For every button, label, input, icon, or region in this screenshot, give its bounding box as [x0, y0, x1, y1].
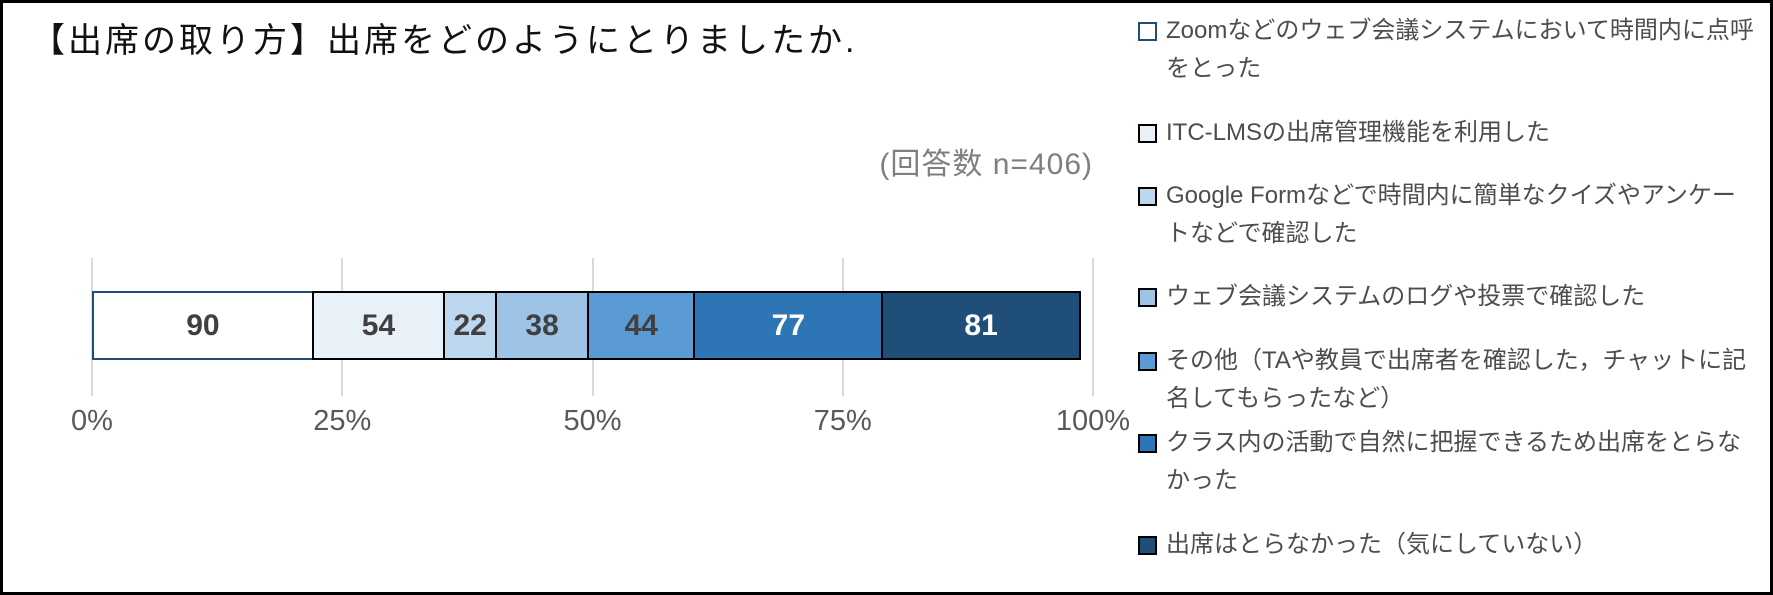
x-tick-label-0%: 0% [71, 405, 113, 437]
legend-entry-label: その他（TAや教員で出席者を確認した，チャットに記名してもらったなど） [1166, 346, 1747, 412]
legend-swatch-icon [1138, 123, 1157, 143]
legend-row: Google Formなどで時間内に簡単なクイズやアンケートなどで確認した [1138, 177, 1758, 253]
stacked-bar: 90 54 22 38 44 77 81 [92, 291, 1093, 360]
legend-entry-6: クラス内の活動で自然に把握できるため出席をとらなかった [1138, 421, 1758, 503]
legend: Zoomなどのウェブ会議システムにおいて時間内に点呼をとった ITC-LMSの出席… [1138, 9, 1758, 586]
legend-entry-5: その他（TAや教員で出席者を確認した，チャットに記名してもらったなど） [1138, 339, 1758, 421]
gridline-100% [1092, 258, 1094, 396]
x-tick-label-50%: 50% [563, 405, 622, 437]
legend-entry-label: ウェブ会議システムのログや投票で確認した [1166, 283, 1646, 311]
bar-segment-4: 38 [495, 291, 589, 360]
legend-swatch-icon [1138, 351, 1157, 371]
bar-segment-3: 22 [443, 291, 498, 360]
legend-row: ITC-LMSの出席管理機能を利用した [1138, 114, 1758, 152]
x-tick-label-75%: 75% [813, 405, 872, 437]
bar-segment-5: 44 [586, 291, 696, 360]
bar-segment-value: 90 [186, 308, 220, 342]
x-tick-label-25%: 25% [313, 405, 372, 437]
bar-segment-7: 81 [881, 291, 1081, 360]
legend-row: 出席はとらなかった（気にしていない） [1138, 526, 1758, 564]
legend-entry-3: Google Formなどで時間内に簡単なクイズやアンケートなどで確認した [1138, 174, 1758, 256]
legend-entry-label: 出席はとらなかった（気にしていない） [1166, 530, 1598, 558]
legend-entry-label: Zoomなどのウェブ会議システムにおいて時間内に点呼をとった [1166, 17, 1754, 83]
legend-swatch-icon [1138, 288, 1157, 308]
legend-entry-label: ITC-LMSの出席管理機能を利用した [1166, 118, 1550, 146]
bar-segment-6: 77 [693, 291, 884, 360]
legend-row: その他（TAや教員で出席者を確認した，チャットに記名してもらったなど） [1138, 342, 1758, 418]
bar-segment-value: 81 [964, 308, 998, 342]
bar-segment-1: 90 [92, 291, 314, 360]
bar-segment-value: 44 [624, 308, 658, 342]
legend-row: クラス内の活動で自然に把握できるため出席をとらなかった [1138, 424, 1758, 500]
legend-entry-2: ITC-LMSの出席管理機能を利用した [1138, 91, 1758, 173]
legend-entry-label: クラス内の活動で自然に把握できるため出席をとらなかった [1166, 429, 1742, 495]
legend-swatch-icon [1138, 187, 1157, 207]
chart-title: 【出席の取り方】出席をどのようにとりましたか. [31, 22, 858, 60]
legend-row: ウェブ会議システムのログや投票で確認した [1138, 278, 1758, 316]
bar-segment-value: 22 [453, 308, 487, 342]
legend-entry-4: ウェブ会議システムのログや投票で確認した [1138, 256, 1758, 338]
legend-swatch-icon [1138, 22, 1157, 42]
plot-area: 90 54 22 38 44 77 81 0% 25% 50% 75% 100% [71, 3, 1130, 592]
legend-entry-1: Zoomなどのウェブ会議システムにおいて時間内に点呼をとった [1138, 9, 1758, 91]
legend-entry-7: 出席はとらなかった（気にしていない） [1138, 504, 1758, 586]
bar-segment-2: 54 [311, 291, 446, 360]
x-tick-label-100%: 100% [1055, 405, 1131, 437]
bar-segment-value: 38 [525, 308, 559, 342]
bar-segment-value: 54 [361, 308, 396, 342]
legend-swatch-icon [1138, 434, 1157, 454]
legend-swatch-icon [1138, 535, 1157, 555]
legend-row: Zoomなどのウェブ会議システムにおいて時間内に点呼をとった [1138, 12, 1758, 88]
response-count-annotation: (回答数 n=406) [879, 148, 1093, 181]
bar-segment-value: 77 [771, 308, 806, 342]
legend-entry-label: Google Formなどで時間内に簡単なクイズやアンケートなどで確認した [1166, 182, 1736, 248]
